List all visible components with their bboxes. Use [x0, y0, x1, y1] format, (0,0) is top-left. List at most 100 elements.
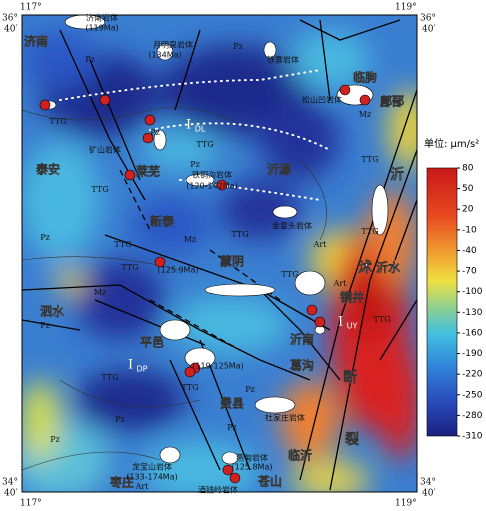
- anomaly-blob: [75, 260, 165, 340]
- dotted-line: [59, 69, 321, 101]
- map-label: TTG: [101, 373, 118, 382]
- colorbar: [426, 167, 458, 437]
- colorbar-tick-label: -190: [462, 349, 483, 359]
- map-label: 铁铜沟岩体: [192, 170, 232, 180]
- map-label: Art: [313, 240, 328, 249]
- map-frame: [21, 14, 418, 493]
- sample-site: [154, 256, 166, 268]
- map-label: DP: [137, 365, 148, 374]
- colorbar-tick-label: 50: [462, 184, 474, 194]
- map-label: UY: [347, 322, 358, 331]
- anomaly-blob: [290, 30, 370, 90]
- anomaly-blob: [260, 100, 340, 180]
- map-label: 新泰: [150, 214, 175, 229]
- map-label: TTG: [114, 240, 131, 249]
- map-label: 平邑: [140, 336, 164, 350]
- map-label: 沂: [390, 166, 404, 183]
- map-label: I: [186, 118, 191, 133]
- map-label: (133-174Ma): [126, 473, 177, 482]
- geologic-boundary: [299, 159, 327, 241]
- intrusion: [159, 319, 191, 341]
- map-label: 40′: [4, 25, 18, 35]
- sample-site: [339, 84, 351, 96]
- map-label: (120-142Ma): [186, 182, 237, 191]
- map-label: 月明泉岩体: [153, 40, 193, 50]
- anomaly-blob: [22, 380, 60, 460]
- map-label: TTG: [373, 315, 390, 324]
- fault-line: [394, 199, 417, 261]
- map-label: 济南岩体: [86, 13, 118, 23]
- anomaly-blob: [22, 140, 100, 260]
- map-label: Pz: [150, 128, 160, 137]
- map-label: (134Ma): [148, 51, 181, 60]
- map-label: Pz: [40, 233, 50, 242]
- map-label: Pz: [50, 435, 60, 444]
- intrusion: [254, 396, 296, 414]
- fault-line: [174, 29, 201, 111]
- geologic-boundary: [59, 379, 201, 407]
- sample-site: [216, 179, 228, 191]
- colorbar-tick-label: -100: [462, 287, 483, 297]
- intrusion: [294, 270, 326, 296]
- sample-site: [184, 366, 196, 378]
- map-label: TTG: [49, 117, 66, 126]
- colorbar-tick-label: -250: [462, 390, 483, 400]
- geology: [22, 15, 417, 491]
- map-label: DL: [195, 125, 206, 134]
- map-label: Art: [333, 279, 348, 288]
- map-label: 117°: [20, 3, 42, 13]
- fault-line: [22, 319, 81, 331]
- intrusion: [204, 283, 276, 297]
- anomaly-blob: [55, 270, 85, 294]
- intrusion: [371, 184, 389, 236]
- map-label: TTG: [121, 263, 138, 272]
- colorbar-tick-label: -220: [462, 370, 483, 380]
- map-label: 沂南: [290, 332, 314, 347]
- anomaly-blob: [75, 370, 185, 430]
- inferred-fault: [149, 299, 241, 351]
- intrusion: [153, 129, 167, 151]
- map-label: 鄌郚: [380, 94, 404, 109]
- map-label: TTG: [361, 227, 378, 236]
- map-label: 117°: [20, 499, 42, 509]
- colorbar-tick-label: -130: [462, 308, 483, 318]
- colorbar-tick-label: -160: [462, 328, 483, 338]
- map-label: 断: [343, 369, 357, 386]
- dotted-line: [149, 122, 331, 151]
- intrusion: [159, 446, 181, 464]
- colorbar-tick-label: 20: [462, 205, 474, 215]
- colorbar-tick-label: -310: [462, 432, 483, 442]
- intrusion: [263, 41, 277, 59]
- map-label: TTG: [181, 383, 198, 392]
- map-label: TTG: [361, 155, 378, 164]
- map-label: 莱芜: [136, 164, 160, 179]
- map-label: 矿山岩体: [89, 145, 121, 155]
- map-label: 金星头岩体: [272, 221, 312, 231]
- map-label: TTG: [281, 270, 298, 279]
- sample-site: [124, 169, 136, 181]
- colorbar-tick-label: -40: [462, 246, 477, 256]
- map-label: 40′: [422, 25, 436, 35]
- sample-site: [142, 132, 154, 144]
- sample-site: [39, 99, 51, 111]
- map-label: 裂: [344, 431, 359, 448]
- map-label: I: [338, 315, 343, 330]
- anomaly-blob: [130, 195, 210, 255]
- fault-line: [259, 289, 341, 381]
- map-label: (119-125Ma): [192, 362, 243, 371]
- map-label: 费县: [220, 396, 244, 411]
- map-label: TTG: [231, 230, 248, 239]
- fault-line: [379, 299, 417, 361]
- fault-line: [299, 89, 417, 481]
- map-label: Mz: [94, 288, 106, 297]
- anomaly-blob: [290, 460, 370, 492]
- inferred-fault: [119, 169, 151, 231]
- sample-site: [314, 316, 326, 328]
- map-label: 沭: [358, 259, 372, 276]
- map-label: 枣庄: [109, 475, 134, 490]
- map-label: 40′: [422, 489, 436, 499]
- intrusion: [185, 173, 215, 187]
- colorbar-tick-label: -10: [462, 225, 477, 235]
- map-label: Art: [135, 482, 150, 491]
